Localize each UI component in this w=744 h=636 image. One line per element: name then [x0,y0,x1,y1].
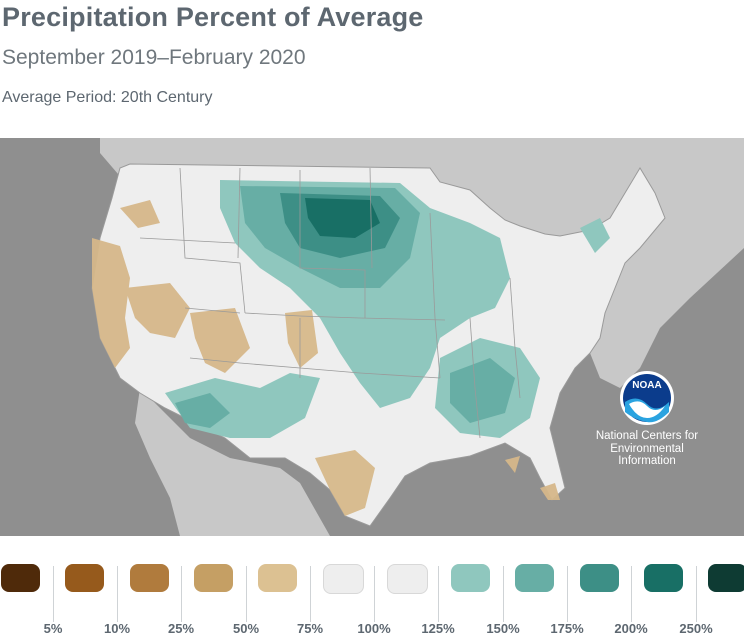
ncei-caption-line-1: National Centers for [595,430,699,442]
mexico-land [135,388,330,536]
legend-label: 10% [103,621,131,636]
ncei-caption-line-2: Environmental [610,442,684,455]
legend-separator [438,566,439,622]
legend-swatch [65,564,105,592]
legend-separator [181,566,182,622]
legend-separator [696,566,697,622]
wet-regions [165,180,610,438]
legend-swatch [258,564,298,592]
ncei-caption: National Centers for Environmental Infor… [585,430,709,468]
precipitation-map: NOAA National Centers for Environmental … [0,138,744,536]
legend-swatch [129,564,169,592]
legend-label: 250% [679,621,713,636]
legend-label: 200% [614,621,648,636]
legend-swatch [579,564,619,592]
legend-swatch [644,564,683,592]
average-period: Average Period: 20th Century [2,89,213,106]
legend-label: 5% [43,621,63,636]
page-title: Precipitation Percent of Average [2,2,424,32]
legend-swatch [193,564,233,592]
legend: 5% 10% 25% 50% 75% 100% 125% 150% 175% 200% 250% [0,536,744,636]
legend-separator [631,566,632,622]
noaa-logo-text: NOAA [632,380,662,391]
legend-label: 175% [550,621,584,636]
legend-label: 150% [486,621,520,636]
legend-swatch [451,564,491,592]
legend-swatch [708,564,744,592]
dry-regions [92,200,560,516]
page-subtitle: September 2019–February 2020 [2,46,306,69]
legend-separator [53,566,54,622]
legend-separator [503,566,504,622]
legend-separator [310,566,311,622]
header: Precipitation Percent of Average Septemb… [0,0,744,138]
legend-label: 75% [296,621,324,636]
legend-label: 100% [357,621,391,636]
map-svg [0,138,744,536]
legend-separator [246,566,247,622]
legend-swatch [515,564,555,592]
ncei-caption-line-3: Information [618,455,676,467]
legend-separator [117,566,118,622]
legend-separator [567,566,568,622]
legend-label: 125% [421,621,455,636]
legend-separator [374,566,375,622]
noaa-logo-icon [620,371,674,425]
legend-swatch [322,564,364,594]
state-borders [139,167,521,439]
legend-label: 25% [167,621,195,636]
legend-swatch [1,564,40,592]
legend-swatch [386,564,428,594]
legend-label: 50% [232,621,260,636]
